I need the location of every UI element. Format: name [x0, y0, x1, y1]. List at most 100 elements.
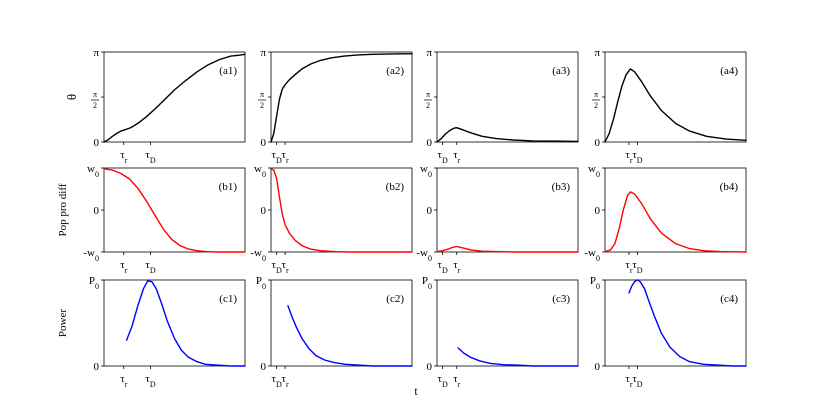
ytick-label: 0	[261, 205, 267, 217]
ytick-label: π2	[592, 90, 600, 110]
xtick-label: τr	[453, 149, 460, 165]
xtick-label: τD	[145, 373, 155, 389]
ytick-label: π	[426, 47, 432, 59]
svg-text:w0: w0	[588, 163, 600, 179]
svg-text:τD: τD	[272, 149, 282, 165]
svg-text:τr: τr	[453, 373, 460, 389]
ytick-label: 0	[94, 361, 100, 373]
svg-text:τr: τr	[625, 259, 632, 275]
ytick-label: π	[260, 47, 266, 59]
svg-text:τD: τD	[438, 149, 448, 165]
panel-label: (b4)	[720, 181, 739, 193]
ytick-label: 0	[427, 361, 433, 373]
ytick-label: π	[93, 47, 99, 59]
panel-b1: -w0 0 w0 τr τD (b1)	[83, 163, 246, 275]
panel-label: (b3)	[552, 181, 571, 193]
svg-text:w0: w0	[87, 163, 99, 179]
axes-frame	[103, 279, 246, 367]
ytick-label: -w0	[83, 247, 99, 263]
svg-text:π: π	[260, 47, 266, 59]
svg-text:P0: P0	[422, 275, 432, 291]
svg-text:τD: τD	[145, 149, 155, 165]
panel-c4: 0 P0 τr τD (c4)	[590, 275, 747, 389]
ytick-label: 0	[595, 361, 601, 373]
svg-text:0: 0	[261, 205, 267, 217]
ytick-label: P0	[590, 275, 600, 291]
panel-label: (c1)	[219, 293, 237, 305]
svg-text:τr: τr	[120, 373, 127, 389]
panel-b4: -w0 0 w0 τr τD (b4)	[584, 163, 747, 275]
xtick-label: τD	[438, 149, 448, 165]
svg-text:τr: τr	[453, 259, 460, 275]
xtick-label: τr	[453, 259, 460, 275]
panel-label: (a4)	[720, 65, 738, 77]
panel-label: (c2)	[386, 293, 404, 305]
svg-text:τD: τD	[272, 373, 282, 389]
ytick-label: 0	[595, 205, 601, 217]
svg-text:0: 0	[595, 137, 601, 149]
svg-text:τr: τr	[282, 373, 289, 389]
svg-text:0: 0	[427, 205, 433, 217]
ytick-label: 0	[427, 205, 433, 217]
series-line-theta	[436, 126, 579, 143]
svg-text:π: π	[426, 90, 430, 99]
svg-text:2: 2	[93, 101, 97, 110]
xtick-label: τr	[625, 259, 632, 275]
svg-text:τD: τD	[438, 259, 448, 275]
ytick-label: P0	[422, 275, 432, 291]
row-ylabel: Power	[57, 309, 69, 337]
svg-text:π: π	[426, 47, 432, 59]
svg-text:2: 2	[260, 101, 264, 110]
series-line-power	[628, 279, 747, 367]
panel-label: (a2)	[386, 65, 404, 77]
series-line-power	[287, 305, 413, 367]
xtick-label: τr	[120, 259, 127, 275]
svg-text:2: 2	[426, 101, 430, 110]
panel-label: (c4)	[720, 293, 738, 305]
svg-text:τD: τD	[272, 259, 282, 275]
ytick-label: 0	[261, 361, 267, 373]
svg-text:τD: τD	[145, 373, 155, 389]
svg-text:τr: τr	[282, 259, 289, 275]
svg-text:τr: τr	[120, 259, 127, 275]
svg-text:0: 0	[94, 361, 100, 373]
svg-text:P0: P0	[256, 275, 266, 291]
svg-text:τD: τD	[632, 373, 642, 389]
svg-text:τr: τr	[625, 149, 632, 165]
series-line-power	[457, 347, 579, 367]
svg-text:0: 0	[261, 361, 267, 373]
svg-text:-w0: -w0	[83, 247, 99, 263]
row-ylabel: Pop pro diff	[57, 183, 69, 236]
svg-text:0: 0	[595, 205, 601, 217]
xtick-label: τr	[453, 373, 460, 389]
axes-frame	[604, 279, 747, 367]
svg-text:0: 0	[94, 205, 100, 217]
series-line-theta	[103, 53, 246, 143]
panel-b2: -w0 0 w0 τD τr (b2)	[250, 163, 413, 275]
xtick-label: τD	[272, 259, 282, 275]
svg-text:π: π	[594, 47, 600, 59]
series-line-pop	[103, 168, 246, 253]
panel-label: (b1)	[219, 181, 238, 193]
xtick-label: τD	[632, 259, 642, 275]
svg-text:0: 0	[94, 137, 100, 149]
svg-text:P0: P0	[590, 275, 600, 291]
svg-text:τD: τD	[145, 259, 155, 275]
ytick-label: w0	[254, 163, 266, 179]
row-ylabel: θ	[64, 94, 79, 100]
ytick-label: π2	[91, 90, 99, 110]
svg-text:π: π	[260, 90, 264, 99]
svg-text:0: 0	[261, 137, 267, 149]
panel-c1: 0 P0 τr τD (c1)	[89, 275, 246, 389]
panel-b3: -w0 0 w0 τD τr (b3)	[416, 163, 579, 275]
ytick-label: 0	[261, 137, 267, 149]
ytick-label: P0	[256, 275, 266, 291]
ytick-label: 0	[427, 137, 433, 149]
ytick-label: -w0	[416, 247, 432, 263]
svg-text:τr: τr	[120, 149, 127, 165]
svg-text:2: 2	[594, 101, 598, 110]
ytick-label: π2	[258, 90, 266, 110]
